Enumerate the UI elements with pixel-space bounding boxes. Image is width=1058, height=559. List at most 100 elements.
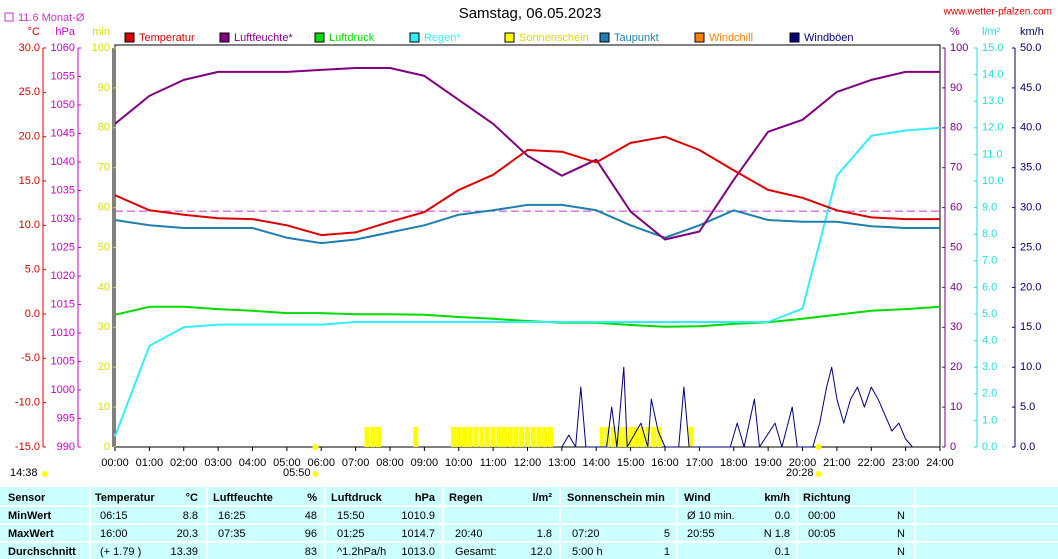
axis-unit: l/m²	[982, 26, 1001, 38]
y-tick-label: 1035	[51, 184, 75, 196]
y-tick-label: 80	[98, 122, 110, 134]
sunshine-bar	[536, 427, 542, 447]
sunshine-bar	[490, 427, 496, 447]
y-tick-label: 70	[98, 162, 110, 174]
y-tick-label: 1000	[51, 384, 75, 396]
table-cell: 00:00	[808, 510, 836, 522]
x-tick-label: 08:00	[376, 457, 404, 469]
table-cell: Ø 10 min.	[687, 510, 735, 522]
y-tick-label: 0.0	[25, 308, 40, 320]
y-tick-label: 60	[950, 202, 962, 214]
table-cell: (+ 1.79 )	[100, 546, 141, 558]
sunshine-bar	[530, 427, 536, 447]
legend-swatch	[504, 32, 515, 43]
x-tick-label: 07:00	[342, 457, 370, 469]
sunshine-bar	[507, 427, 513, 447]
y-tick-label: 80	[950, 122, 962, 134]
legend-label: Luftdruck	[329, 32, 375, 44]
table-header: Temperatur	[95, 492, 155, 504]
y-tick-label: 14.0	[982, 69, 1003, 81]
table-cell: 0.1	[775, 546, 790, 558]
series-line	[114, 126, 941, 437]
y-tick-label: 90	[98, 82, 110, 94]
sunshine-bar	[376, 427, 382, 447]
y-tick-label: 1015	[51, 298, 75, 310]
table-cell: 20:40	[455, 528, 483, 540]
table-cell: 20:55	[687, 528, 715, 540]
table-cell: 12.0	[531, 546, 552, 558]
table-header: Sensor	[8, 492, 46, 504]
sunshine-bar	[479, 427, 485, 447]
table-cell: 1	[664, 546, 670, 558]
x-tick-label: 06:00	[307, 457, 335, 469]
y-tick-label: 40	[950, 281, 962, 293]
y-tick-label: 40	[98, 281, 110, 293]
sunshine-bar	[513, 427, 519, 447]
table-cell: 5:00 h	[572, 546, 603, 558]
y-tick-label: 13.0	[982, 95, 1003, 107]
x-tick-label: 16:00	[651, 457, 679, 469]
y-tick-label: 5.0	[982, 308, 997, 320]
x-tick-label: 03:00	[204, 457, 232, 469]
y-tick-label: 1040	[51, 156, 75, 168]
sunshine-bar	[364, 427, 370, 447]
table-header: Wind	[684, 492, 711, 504]
y-tick-label: 1045	[51, 127, 75, 139]
y-tick-label: 100	[92, 42, 110, 54]
y-tick-label: 50	[98, 241, 110, 253]
x-tick-label: 19:00	[754, 457, 782, 469]
sunshine-bar	[542, 427, 548, 447]
x-tick-label: 11:00	[480, 457, 507, 469]
series-line	[114, 203, 940, 245]
table-header: km/h	[764, 492, 790, 504]
y-tick-label: 1025	[51, 241, 75, 253]
table-header: Luftdruck	[331, 492, 383, 504]
table-header: l/m²	[532, 492, 552, 504]
table-cell: 16:00	[100, 528, 128, 540]
sunshine-bar	[370, 427, 376, 447]
y-tick-label: 12.0	[982, 122, 1003, 134]
x-tick-label: 14:00	[582, 457, 610, 469]
y-tick-label: 1050	[51, 99, 75, 111]
legend-label: Regen*	[424, 32, 461, 44]
y-tick-label: 20	[98, 361, 110, 373]
y-tick-label: 5.0	[1020, 401, 1035, 413]
x-tick-label: 22:00	[857, 457, 885, 469]
y-tick-label: 30.0	[19, 42, 40, 54]
table-cell: 13.39	[170, 546, 198, 558]
y-tick-label: 1010	[51, 327, 75, 339]
row-label: MinWert	[8, 510, 52, 522]
sun-dot	[42, 471, 48, 477]
y-tick-label: 20.0	[1020, 281, 1041, 293]
sunshine-bar	[622, 427, 628, 447]
x-tick-label: 23:00	[892, 457, 920, 469]
y-tick-label: 30	[950, 321, 962, 333]
y-tick-label: 1030	[51, 213, 75, 225]
y-tick-label: 1020	[51, 270, 75, 282]
y-tick-label: -5.0	[21, 352, 40, 364]
series-line	[114, 135, 940, 237]
legend-swatch	[124, 32, 135, 43]
y-tick-label: 0.0	[982, 441, 997, 453]
x-tick-label: 01:00	[136, 457, 164, 469]
table-header: %	[307, 492, 317, 504]
y-tick-label: 50	[950, 241, 962, 253]
table-cell: 00:05	[808, 528, 836, 540]
y-tick-label: 6.0	[982, 281, 997, 293]
y-tick-label: 1055	[51, 70, 75, 82]
table-cell: 96	[305, 528, 317, 540]
y-tick-label: 20.0	[19, 131, 40, 143]
y-tick-label: -10.0	[15, 397, 40, 409]
legend-swatch	[409, 32, 420, 43]
legend-label: Temperatur	[139, 32, 195, 44]
y-tick-label: 70	[950, 162, 962, 174]
axis-unit: %	[950, 26, 960, 38]
table-cell: 48	[305, 510, 317, 522]
sun-dot	[815, 444, 822, 450]
sun-sunset: 20:28	[786, 467, 814, 479]
table-cell: 0.0	[775, 510, 790, 522]
y-tick-label: 0	[104, 441, 110, 453]
x-tick-label: 05:00	[273, 457, 301, 469]
y-tick-label: 30	[98, 321, 110, 333]
